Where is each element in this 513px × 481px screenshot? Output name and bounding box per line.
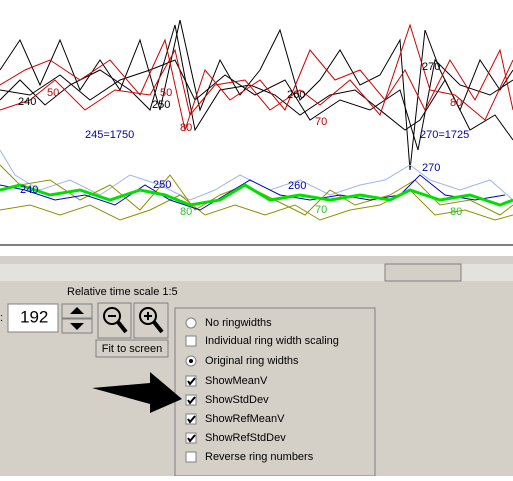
label: 50 — [160, 87, 172, 99]
pointer-arrow — [92, 372, 182, 413]
radio[interactable] — [185, 317, 197, 329]
radio-dot — [189, 359, 193, 363]
checkbox[interactable] — [185, 394, 197, 406]
label: 260 — [288, 180, 306, 192]
year-field[interactable] — [7, 303, 59, 333]
label: 240 — [18, 96, 36, 108]
fit-button-label: Fit to screen — [102, 343, 163, 355]
zoom-out-icon — [103, 307, 128, 334]
up-arrow — [70, 307, 84, 314]
menu-item-label: ShowStdDev — [205, 394, 269, 406]
options-menu — [174, 307, 376, 477]
label: 80 — [450, 206, 462, 218]
label: 70 — [315, 204, 327, 216]
menu-item-label: Original ring widths — [205, 355, 299, 367]
menu-item-label: No ringwidths — [205, 317, 272, 329]
checkbox[interactable] — [185, 451, 197, 463]
label: 250 — [153, 179, 171, 191]
label: 50 — [47, 87, 59, 99]
series-lines — [0, 19, 513, 221]
colon: : — [0, 312, 3, 324]
menu-item-label: ShowRefMeanV — [205, 413, 285, 425]
checkbox[interactable] — [185, 375, 197, 387]
zoom-in-icon — [139, 307, 164, 334]
check-mark — [187, 377, 196, 386]
menu-item-label: Individual ring width scaling — [205, 335, 339, 347]
check-mark — [187, 396, 196, 405]
down-arrow — [70, 323, 84, 330]
checkbox[interactable] — [185, 432, 197, 444]
scroll-thumb[interactable] — [384, 263, 462, 282]
menu-items: No ringwidths Individual ring width scali… — [185, 317, 339, 463]
checkbox[interactable] — [185, 413, 197, 425]
time-scale-label: Relative time scale 1:5 — [67, 286, 178, 298]
menu-item-label: ShowMeanV — [205, 375, 268, 387]
label: 270=1725 — [420, 129, 469, 141]
label: 270 — [422, 162, 440, 174]
menu-item-label: Reverse ring numbers — [205, 451, 314, 463]
year-value: 192 — [20, 307, 48, 326]
menu-item-label: ShowRefStdDev — [205, 432, 286, 444]
label: 240 — [20, 184, 38, 196]
label: 80 — [180, 122, 192, 134]
plot-area — [0, 0, 513, 256]
label: 260 — [287, 89, 305, 101]
check-mark — [187, 415, 196, 424]
label: 80 — [450, 97, 462, 109]
label: 80 — [180, 206, 192, 218]
check-mark — [187, 434, 196, 443]
plot-labels: 240 50 250 50 80 260 70 270 80 245=1750 … — [18, 61, 469, 218]
checkbox[interactable] — [185, 335, 197, 347]
label: 245=1750 — [85, 129, 134, 141]
fit-button[interactable] — [95, 339, 169, 358]
label: 250 — [152, 99, 170, 111]
label: 270 — [422, 61, 440, 73]
label: 70 — [315, 116, 327, 128]
